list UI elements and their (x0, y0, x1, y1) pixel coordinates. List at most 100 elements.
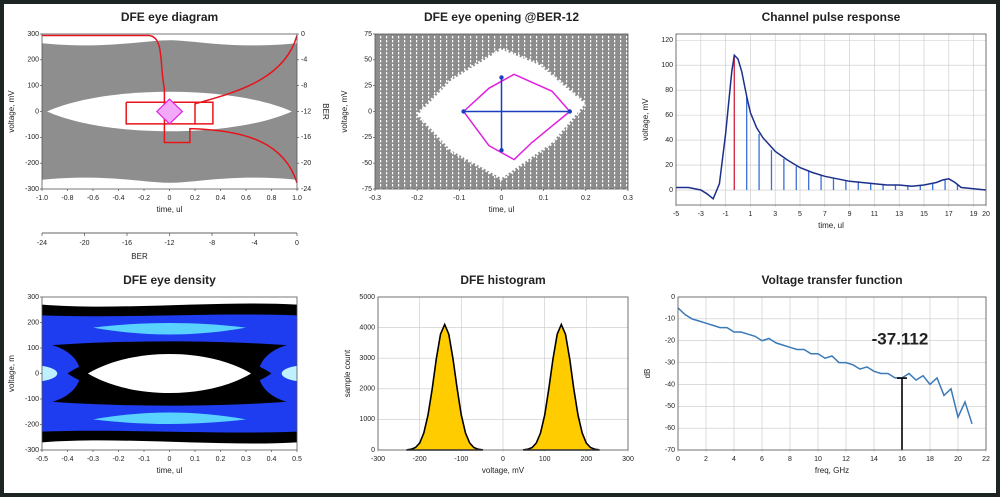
y-tick-label: 0 (35, 370, 39, 377)
x-tick-label: 4 (732, 456, 736, 463)
y-tick-label: 120 (661, 37, 673, 44)
y2-tick-label: -8 (301, 83, 307, 90)
x-tick-label: -0.4 (112, 195, 124, 202)
x-tick-label: 22 (982, 456, 990, 463)
x2-tick-label: 0 (295, 240, 299, 247)
eye-lens (87, 354, 252, 393)
y-tick-label: -60 (665, 425, 675, 432)
chart-title: DFE eye diagram (121, 10, 218, 24)
x2-tick-label: -8 (209, 240, 215, 247)
x-tick-label: -0.1 (453, 195, 465, 202)
x2-tick-label: -4 (251, 240, 257, 247)
y-tick-label: -100 (25, 134, 39, 141)
x-tick-label: 100 (539, 456, 551, 463)
x-tick-label: 0.2 (216, 456, 226, 463)
y-tick-label: 40 (665, 137, 673, 144)
x-tick-label: -0.5 (36, 456, 48, 463)
x-tick-label: 17 (945, 211, 953, 218)
x-tick-label: 5 (798, 211, 802, 218)
x-tick-label: -0.1 (138, 456, 150, 463)
x-tick-label: 1 (748, 211, 752, 218)
x-axis-label: time, ul (157, 466, 183, 475)
x-tick-label: 0.1 (539, 195, 549, 202)
x-tick-label: 10 (814, 456, 822, 463)
y2-tick-label: -12 (301, 108, 311, 115)
y-tick-label: -300 (25, 186, 39, 193)
cross-end (499, 75, 504, 80)
ber-contour (42, 34, 298, 125)
cross-end (499, 148, 504, 153)
y-axis-label: sample count (343, 349, 352, 397)
chart-title: Voltage transfer function (761, 273, 902, 287)
x-tick-label: 8 (788, 456, 792, 463)
y-tick-label: -20 (665, 338, 675, 345)
x-tick-label: 20 (982, 211, 990, 218)
y-axis-label: voltage, mV (641, 98, 650, 141)
y2-tick-label: -20 (301, 160, 311, 167)
x-tick-label: 0.2 (581, 195, 591, 202)
x-tick-label: -300 (371, 456, 385, 463)
x-tick-label: 18 (926, 456, 934, 463)
y-tick-label: 0 (669, 187, 673, 194)
x2-tick-label: -16 (122, 240, 132, 247)
x-tick-label: 0 (501, 456, 505, 463)
cross-end (461, 109, 466, 114)
y-tick-label: -40 (665, 381, 675, 388)
x-tick-label: -200 (413, 456, 427, 463)
x-tick-label: -0.2 (411, 195, 423, 202)
x-tick-label: 14 (870, 456, 878, 463)
chart-title: Channel pulse response (762, 10, 901, 24)
plot-frame (41, 33, 298, 190)
y-tick-label: 5000 (359, 294, 375, 301)
plot-frame (675, 33, 987, 206)
x-tick-label: 1.0 (292, 195, 302, 202)
x-tick-label: -0.3 (369, 195, 381, 202)
x-tick-label: -5 (673, 211, 679, 218)
y-tick-label: -50 (665, 403, 675, 410)
y-tick-label: 1000 (359, 416, 375, 423)
x-tick-label: 0 (676, 456, 680, 463)
x-tick-label: 0.5 (292, 456, 302, 463)
plot-frame (377, 296, 629, 451)
y2-axis-label: BER (321, 103, 330, 120)
x2-tick-label: -20 (79, 240, 89, 247)
x-tick-label: 0.1 (190, 456, 200, 463)
x-tick-label: 19 (970, 211, 978, 218)
x-tick-label: -3 (698, 211, 704, 218)
y-tick-label: 300 (27, 31, 39, 38)
x-tick-label: 11 (871, 211, 878, 218)
x-tick-label: -0.3 (87, 456, 99, 463)
x-tick-label: 16 (898, 456, 906, 463)
y2-tick-label: 0 (301, 31, 305, 38)
y-tick-label: -300 (25, 447, 39, 454)
marker-label: -37.112 (872, 330, 929, 349)
y-tick-label: 200 (27, 319, 39, 326)
y-tick-label: 3000 (359, 355, 375, 362)
x-tick-label: 20 (954, 456, 962, 463)
y-tick-label: 25 (364, 83, 372, 90)
x-axis-label: freq, GHz (815, 466, 849, 475)
x-tick-label: -0.6 (87, 195, 99, 202)
y-tick-label: 4000 (359, 324, 375, 331)
y-axis-label: voltage, m (7, 355, 16, 392)
x-tick-label: 300 (622, 456, 634, 463)
x-tick-label: 9 (848, 211, 852, 218)
x-tick-label: -1 (722, 211, 728, 218)
x-tick-label: 12 (842, 456, 850, 463)
y-tick-label: 0 (371, 447, 375, 454)
x-tick-label: 0.8 (267, 195, 277, 202)
y-tick-label: -10 (665, 316, 675, 323)
x-axis-label: voltage, mV (482, 466, 525, 475)
x-tick-label: 200 (580, 456, 592, 463)
y-tick-label: 100 (27, 345, 39, 352)
y-tick-label: 0 (368, 108, 372, 115)
y-tick-label: 100 (661, 62, 673, 69)
y-tick-label: -25 (362, 134, 372, 141)
plot-frame (677, 296, 987, 451)
chart-title: DFE eye density (123, 273, 216, 287)
y-tick-label: 2000 (359, 386, 375, 393)
y-tick-label: 20 (665, 162, 673, 169)
y-tick-label: -200 (25, 160, 39, 167)
y-tick-label: -200 (25, 421, 39, 428)
